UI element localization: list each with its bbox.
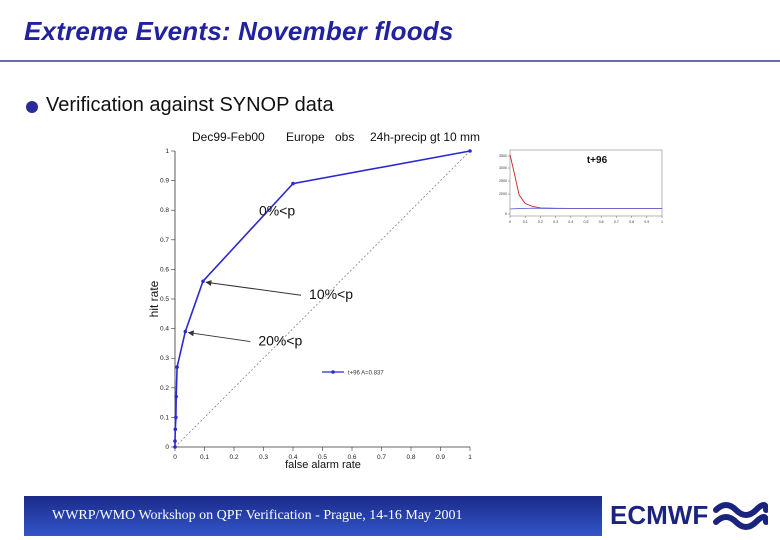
x-tick-label: 0.4	[288, 454, 297, 461]
chart-title-period: Dec99-Feb00	[192, 130, 265, 144]
annotation-arrow	[205, 279, 302, 296]
data-point	[291, 181, 295, 186]
data-point	[175, 365, 179, 369]
x-tick-label: 0.7	[377, 454, 386, 461]
y-tick-label: 0.4	[160, 326, 169, 333]
annotation-label: 0%<p	[259, 203, 295, 219]
x-tick-label: 0.2	[229, 454, 238, 461]
inset-y-tick-label: 2000	[499, 192, 507, 196]
footer-text: WWRP/WMO Workshop on QPF Verification - …	[52, 508, 463, 523]
no-skill-diagonal	[174, 150, 471, 448]
x-tick-label: 0.8	[406, 454, 415, 461]
inset-x-tick-label: 0.9	[644, 220, 649, 224]
title-divider	[0, 60, 780, 62]
y-axis-label: hit rate	[147, 280, 161, 317]
inset-y-tick-label: 3000	[499, 166, 507, 170]
data-point	[173, 445, 177, 449]
bullet-dot-icon	[26, 101, 38, 113]
data-point	[201, 279, 205, 284]
chart-title-variable: 24h-precip gt 10 mm	[370, 130, 480, 144]
inset-x-tick-label: 0.3	[553, 220, 558, 224]
inset-x-tick-label: 0.1	[523, 220, 528, 224]
inset-x-tick-label: 0	[509, 220, 511, 224]
slide-title: Extreme Events: November floods	[24, 16, 454, 46]
chart-title-source: obs	[335, 130, 354, 144]
inset-x-tick-label: 0.6	[599, 220, 604, 224]
y-tick-label: 1	[165, 148, 169, 155]
inset-series-line	[509, 207, 662, 210]
series-line	[174, 150, 471, 447]
x-tick-label: 1	[468, 454, 472, 461]
brand-name: ECMWF	[610, 500, 709, 530]
data-point	[173, 427, 178, 432]
inset-x-tick-label: 1	[661, 220, 663, 224]
footer-bar	[24, 496, 602, 536]
x-axis-label: false alarm rate	[285, 459, 361, 471]
inset-y-tick-label: 0	[505, 212, 507, 216]
data-point	[174, 394, 178, 399]
data-point	[183, 329, 188, 334]
annotation-label: 10%<p	[309, 286, 353, 302]
inset-x-tick-label: 0.7	[614, 220, 619, 224]
inset-x-tick-label: 0.2	[538, 220, 543, 224]
y-tick-label: 0.3	[160, 355, 169, 362]
inset-x-tick-label: 0.4	[568, 220, 573, 224]
y-tick-label: 0.6	[160, 266, 169, 273]
x-tick-label: 0.5	[318, 454, 327, 461]
inset-title: t+96	[587, 155, 608, 166]
legend-marker	[331, 370, 335, 374]
x-tick-label: 0	[173, 454, 177, 461]
y-tick-label: 0.5	[160, 296, 169, 303]
inset-y-tick-label: 3500	[499, 154, 507, 158]
x-tick-label: 0.1	[200, 454, 209, 461]
annotation-label: 20%<p	[258, 333, 302, 349]
y-tick-label: 0.1	[160, 414, 169, 421]
ecmwf-logo-icon	[713, 502, 768, 530]
inset-x-tick-label: 0.8	[629, 220, 634, 224]
y-tick-label: 0.2	[160, 385, 169, 392]
x-tick-label: 0.6	[347, 454, 356, 461]
y-tick-label: 0.9	[160, 178, 169, 185]
data-point	[468, 149, 472, 153]
bullet-text: Verification against SYNOP data	[46, 94, 334, 116]
chart-title-region: Europe	[286, 130, 325, 144]
x-tick-label: 0.9	[436, 454, 445, 461]
data-point	[173, 439, 177, 443]
y-tick-label: 0	[165, 444, 169, 451]
data-point	[174, 415, 178, 420]
x-tick-label: 0.3	[259, 454, 268, 461]
annotation-arrow	[187, 330, 251, 343]
y-tick-label: 0.8	[160, 207, 169, 214]
y-tick-label: 0.7	[160, 237, 169, 244]
inset-x-tick-label: 0.5	[584, 220, 589, 224]
legend-label: t+96 A=0.837	[348, 371, 384, 377]
inset-y-tick-label: 2500	[499, 179, 507, 183]
